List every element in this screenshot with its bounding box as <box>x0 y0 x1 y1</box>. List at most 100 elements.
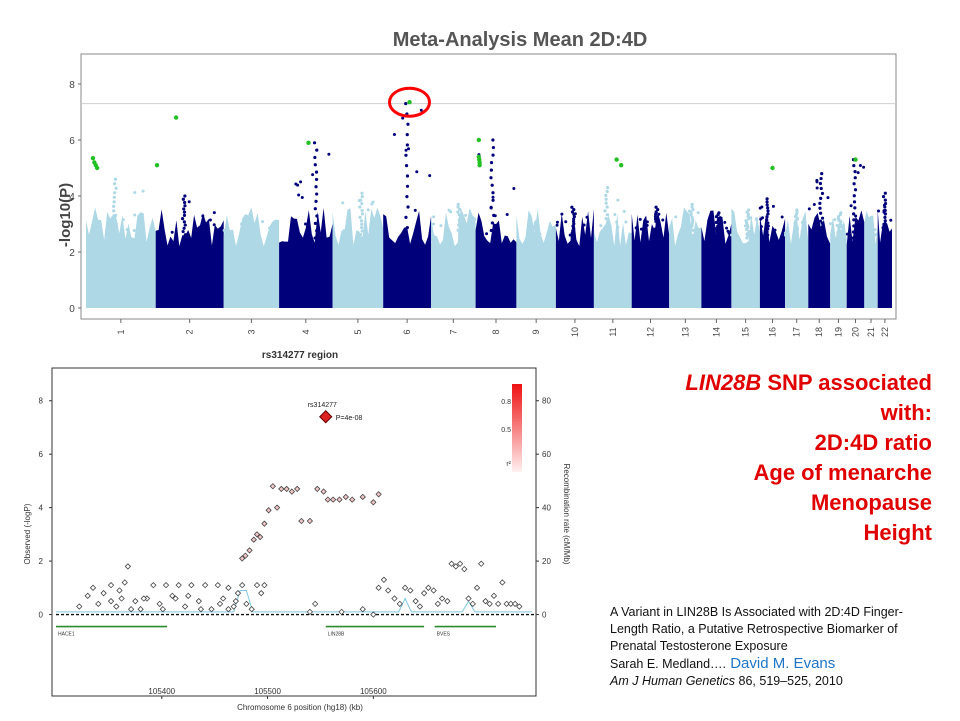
snp-point <box>401 116 405 120</box>
snp-point <box>573 212 577 216</box>
snp-point <box>851 236 855 240</box>
snp-point <box>849 204 853 208</box>
chromosome-label: 9 <box>531 329 541 334</box>
snp-point <box>765 236 769 240</box>
regional-ytick-label: 8 <box>39 397 44 406</box>
regional-snp-point <box>359 606 366 613</box>
snp-point <box>819 219 823 223</box>
snp-point <box>852 194 856 198</box>
regional-title: rs314277 region <box>262 350 338 361</box>
snp-point <box>555 223 559 227</box>
snp-point <box>690 205 694 209</box>
significant-snp-point <box>154 163 160 168</box>
snp-point <box>458 207 462 212</box>
snp-point <box>490 221 495 225</box>
snp-point <box>360 195 364 199</box>
snp-point <box>570 205 574 209</box>
snp-point <box>820 172 824 176</box>
snp-point <box>818 206 822 210</box>
snp-point <box>192 227 196 231</box>
snp-point <box>141 189 145 193</box>
snp-point <box>300 196 304 200</box>
snp-point <box>604 197 608 201</box>
chromosome-11-points <box>593 186 632 308</box>
snp-point <box>599 224 603 228</box>
chromosome-label: 8 <box>491 329 501 334</box>
chromosome-4-points <box>279 141 333 308</box>
snp-point <box>655 231 659 235</box>
snp-point <box>112 200 116 204</box>
snp-point <box>765 197 769 201</box>
snp-point <box>547 230 551 234</box>
snp-point <box>526 227 530 231</box>
finding-trait: Age of menarche <box>753 460 933 485</box>
regional-snp-point <box>473 584 481 591</box>
regional-snp-point <box>516 603 523 610</box>
snp-point <box>858 163 862 167</box>
regional-snp-point <box>162 581 170 589</box>
snp-point <box>458 226 462 230</box>
regional-snp-point <box>370 499 377 506</box>
snp-point <box>684 215 688 219</box>
snp-point <box>691 207 695 212</box>
snp-point <box>493 214 497 218</box>
chromosome-19-body <box>830 217 847 308</box>
snp-point <box>773 228 777 232</box>
snp-point <box>314 185 318 189</box>
chromosome-label: 20 <box>850 327 860 337</box>
regional-snp-point <box>465 595 472 602</box>
chromosome-3-body <box>223 207 280 308</box>
snp-point <box>603 209 607 213</box>
snp-point <box>604 193 608 197</box>
chromosome-16-points <box>758 197 786 308</box>
regional-snp-point <box>127 606 135 613</box>
r2-legend: 0.8 0.5 r² <box>501 384 522 472</box>
chromosome-14-points <box>701 210 732 308</box>
regional-ytick-label: 2 <box>39 557 44 566</box>
snp-point <box>800 229 804 233</box>
regional-snp-point <box>239 581 246 589</box>
snp-point <box>884 226 888 230</box>
regional-snp-point <box>324 496 332 503</box>
finding-line1: LIN28B SNP associated <box>600 368 932 398</box>
snp-point <box>604 201 608 205</box>
significant-snp-point <box>477 163 482 168</box>
regional-snp-point <box>248 606 255 613</box>
snp-point <box>853 188 858 192</box>
regional-ytick-label: 4 <box>39 504 44 513</box>
regional-snp-point <box>273 504 281 511</box>
regional-snp-point <box>258 589 265 597</box>
snp-point <box>845 232 849 236</box>
snp-point <box>243 225 247 229</box>
chromosome-label: 10 <box>570 327 580 337</box>
snp-point <box>551 229 555 233</box>
snp-point <box>682 217 686 221</box>
regional-snp-point <box>137 606 144 613</box>
snp-point <box>467 233 471 237</box>
snp-point <box>112 195 116 199</box>
chromosome-21-points <box>864 210 879 308</box>
snp-point <box>582 223 586 227</box>
chromosome-label: 19 <box>833 327 843 337</box>
regional-snp-point <box>448 560 455 567</box>
snp-point <box>819 176 823 181</box>
snp-point <box>125 228 129 232</box>
snp-point <box>616 225 620 229</box>
snp-point <box>838 236 843 240</box>
snp-point <box>780 215 784 219</box>
chromosome-9-points <box>516 208 556 308</box>
snp-point <box>187 200 191 204</box>
chromosome-2-body <box>155 209 224 308</box>
regional-ytick-right-label: 80 <box>542 397 551 406</box>
snp-point <box>688 231 692 235</box>
regional-snp-point <box>140 595 147 602</box>
snp-point <box>313 207 317 211</box>
snp-point <box>212 223 216 227</box>
snp-point <box>112 204 116 208</box>
snp-point <box>862 165 866 169</box>
snp-point <box>744 219 748 223</box>
regional-snp-point <box>416 603 424 610</box>
snp-point <box>491 145 496 150</box>
snp-point <box>747 208 751 212</box>
regional-snp-point <box>311 600 319 608</box>
